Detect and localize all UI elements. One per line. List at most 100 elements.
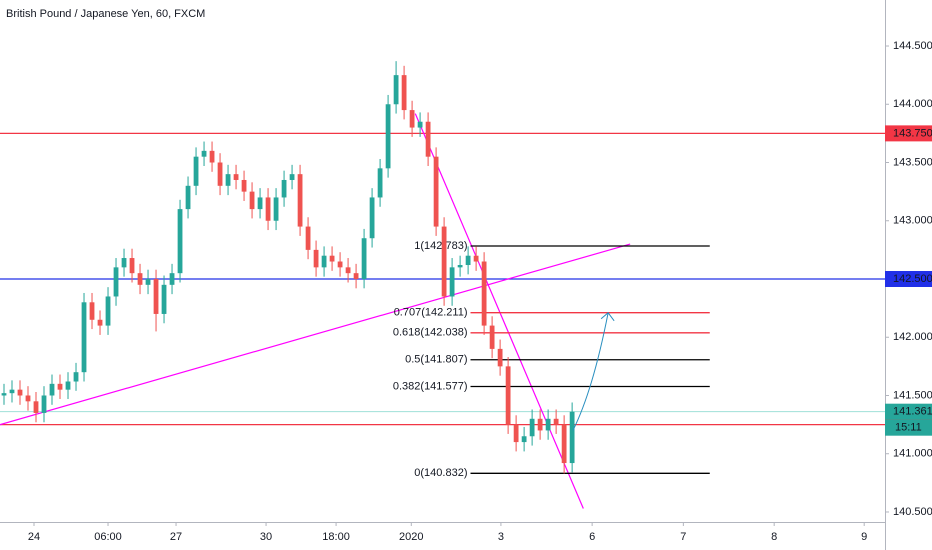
price-label: 143.750: [893, 127, 932, 139]
candle-body: [209, 150, 215, 163]
candle-body: [145, 278, 151, 285]
candle-body: [225, 174, 231, 186]
candle-body: [65, 381, 71, 390]
candle-body: [49, 383, 55, 396]
candle-body: [345, 267, 351, 274]
candle-body: [113, 267, 119, 297]
candle-body: [305, 226, 311, 250]
candle-body: [73, 372, 79, 382]
candle-body: [329, 255, 335, 262]
candle-body: [497, 348, 503, 367]
x-tick-label: 18:00: [322, 531, 350, 543]
candle-body: [25, 395, 31, 402]
candle-body: [481, 261, 487, 326]
candle-body: [377, 168, 383, 198]
candle-body: [489, 325, 495, 349]
candle-body: [265, 197, 271, 221]
x-tick-label: 3: [498, 531, 504, 543]
y-tick-label: 142.000: [893, 331, 932, 343]
candle-body: [529, 418, 535, 437]
candle-body: [33, 401, 39, 413]
candle-body: [369, 197, 375, 239]
candle-body: [337, 261, 343, 268]
candle-body: [561, 424, 567, 464]
candle-body: [1, 393, 7, 396]
candle-body: [281, 179, 287, 198]
candle-body: [153, 278, 159, 314]
candle-body: [401, 75, 407, 111]
trend-line: [0, 243, 631, 426]
arrow: [572, 312, 609, 431]
fib-label: 0(140.832): [414, 467, 467, 479]
candle-body: [321, 255, 327, 268]
candle-body: [105, 296, 111, 326]
candle-body: [313, 249, 319, 268]
candle-body: [161, 284, 167, 314]
candle-body: [505, 366, 511, 425]
candle-body: [297, 174, 303, 227]
candle-body: [41, 395, 47, 413]
candle-body: [417, 121, 423, 128]
x-tick-label: 27: [170, 531, 182, 543]
y-tick-label: 141.500: [893, 389, 932, 401]
candle-body: [465, 255, 471, 266]
candle-body: [473, 255, 479, 262]
candle-body: [361, 238, 367, 279]
candle-body: [545, 418, 551, 431]
fib-label: 0.618(142.038): [393, 327, 468, 339]
candle-body: [513, 424, 519, 443]
candle-body: [217, 162, 223, 186]
y-tick-label: 144.500: [893, 40, 932, 52]
fib-label: 0.5(141.807): [405, 354, 467, 366]
fib-label: 0.707(142.211): [394, 307, 468, 319]
x-tick-label: 24: [28, 531, 40, 543]
y-tick-label: 143.500: [893, 156, 932, 168]
candle-body: [249, 191, 255, 210]
candle-body: [97, 319, 103, 326]
candle-body: [457, 265, 463, 268]
x-tick-label: 8: [771, 531, 777, 543]
trend-line: [414, 113, 584, 509]
fib-label: 0.382(141.577): [393, 380, 468, 392]
candle-body: [177, 209, 183, 274]
candle-body: [81, 302, 87, 373]
candle-body: [185, 185, 191, 210]
candle-body: [273, 197, 279, 221]
candle-body: [169, 273, 175, 285]
candle-body: [433, 156, 439, 227]
x-tick-label: 7: [680, 531, 686, 543]
countdown-box: [885, 419, 932, 436]
arrow-head: [600, 312, 615, 322]
price-label: 142.500: [893, 273, 932, 285]
x-tick-label: 2020: [399, 531, 423, 543]
x-tick-label: 9: [861, 531, 867, 543]
candle-body: [57, 383, 63, 390]
candle-body: [537, 418, 543, 431]
price-label-box: [885, 125, 932, 142]
candle-body: [521, 436, 527, 443]
candle-body: [569, 411, 575, 464]
candle-body: [89, 302, 95, 320]
price-label: 141.361: [893, 406, 932, 418]
countdown: 15:11: [895, 422, 922, 434]
candle-body: [449, 267, 455, 297]
candle-body: [233, 174, 239, 180]
price-label-box: [885, 270, 932, 287]
candle-body: [241, 179, 247, 192]
y-tick-label: 143.000: [893, 215, 932, 227]
x-tick-label: 06:00: [94, 531, 122, 543]
candle-body: [17, 389, 23, 396]
y-tick-label: 140.500: [893, 506, 932, 518]
fib-label: 1(142.783): [414, 240, 467, 252]
candle-body: [289, 174, 295, 180]
chart-title: British Pound / Japanese Yen, 60, FXCM: [6, 8, 205, 20]
x-tick-label: 30: [260, 531, 272, 543]
candle-body: [121, 258, 127, 268]
candle-body: [193, 156, 199, 186]
candle-body: [137, 273, 143, 285]
candle-body: [425, 121, 431, 157]
candle-body: [353, 273, 359, 279]
price-label-box: [885, 403, 932, 420]
